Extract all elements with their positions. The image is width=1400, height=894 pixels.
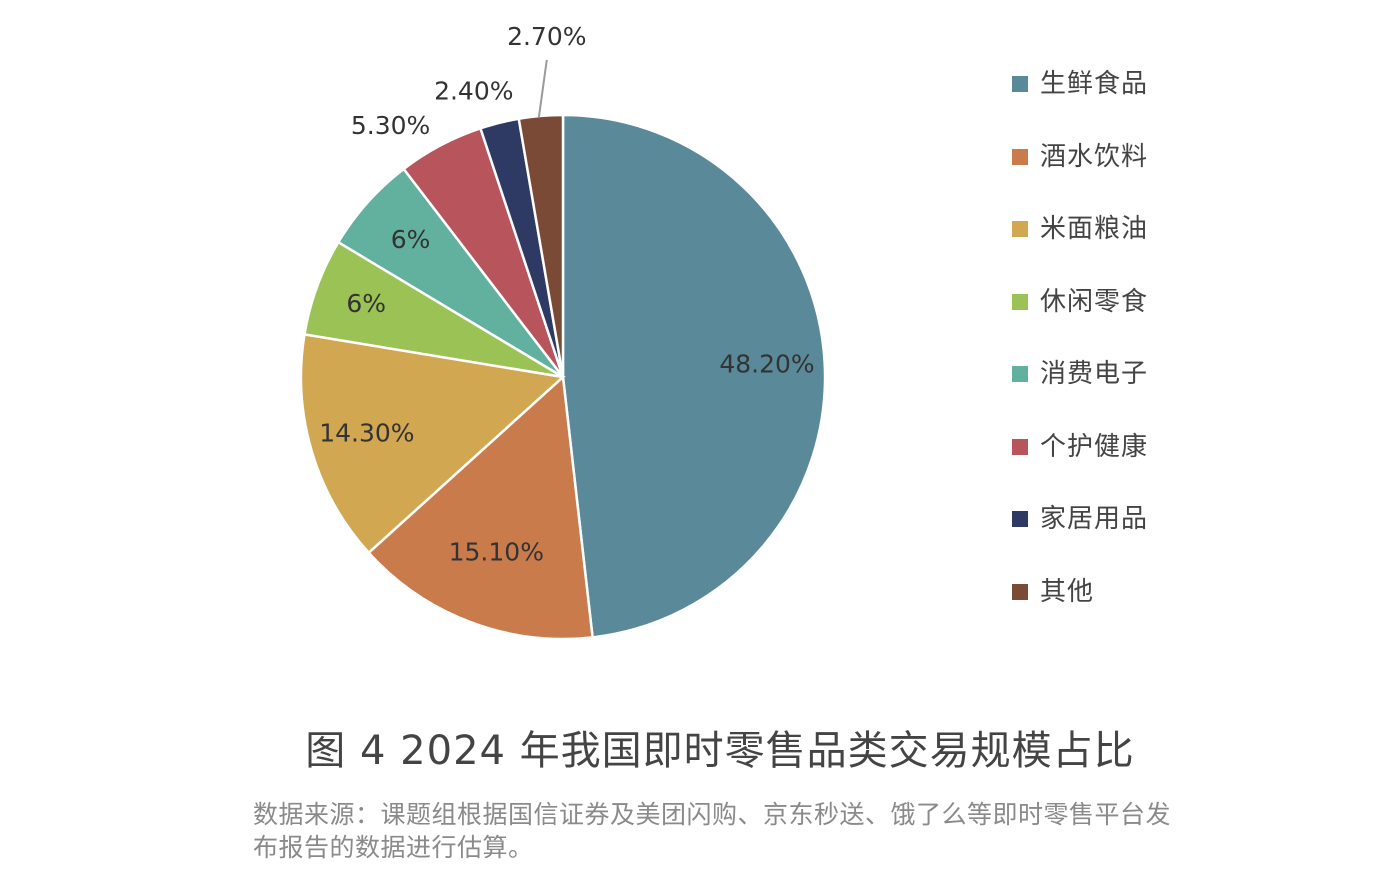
- data-label-2: 15.10%: [449, 538, 544, 567]
- legend-swatch: [1012, 148, 1028, 165]
- legend-item: 个护健康: [1012, 427, 1312, 500]
- legend-swatch: [1012, 293, 1028, 310]
- legend-label: 休闲零食: [1040, 286, 1149, 317]
- pie-slice-2: [366, 374, 594, 641]
- data-label-8: 2.70%: [507, 22, 586, 51]
- legend-swatch: [1012, 511, 1028, 527]
- chart-title: 图 4 2024 年我国即时零售品类交易规模占比: [305, 728, 1135, 774]
- legend-item: 消费电子: [1012, 354, 1312, 427]
- data-label-3: 14.30%: [319, 419, 414, 448]
- data-source-note: 数据来源：课题组根据国信证券及美团闪购、京东秒送、饿了么等即时零售平台发布报告的…: [253, 800, 1172, 862]
- legend-item: 休闲零食: [1012, 282, 1312, 355]
- legend-label: 生鲜食品: [1040, 69, 1149, 99]
- legend-label: 酒水饮料: [1040, 141, 1149, 172]
- legend-item: 家居用品: [1012, 499, 1312, 572]
- leader-line: [537, 59, 548, 119]
- data-label-5: 6%: [391, 225, 431, 254]
- pie-slice-3: [299, 332, 566, 555]
- data-label-4: 6%: [346, 289, 386, 318]
- legend-item: 米面粮油: [1012, 209, 1312, 282]
- legend-item: 酒水饮料: [1012, 137, 1312, 210]
- legend-item: 生鲜食品: [1012, 64, 1312, 137]
- legend-item: 其他: [1012, 572, 1312, 645]
- legend-swatch: [1012, 583, 1028, 600]
- legend-swatch: [1012, 438, 1028, 455]
- legend-swatch: [1012, 366, 1028, 382]
- legend-label: 米面粮油: [1040, 214, 1149, 244]
- legend: 生鲜食品酒水饮料米面粮油休闲零食消费电子个护健康家居用品其他: [1012, 64, 1312, 644]
- legend-label: 其他: [1040, 576, 1095, 607]
- pie-slice-1: [561, 113, 827, 639]
- pie-slice-8: [517, 113, 565, 378]
- legend-label: 家居用品: [1040, 504, 1149, 534]
- legend-swatch: [1012, 221, 1028, 237]
- legend-label: 消费电子: [1040, 359, 1149, 389]
- data-label-1: 48.20%: [719, 349, 814, 378]
- data-label-6: 5.30%: [351, 111, 430, 140]
- data-label-7: 2.40%: [434, 76, 513, 105]
- legend-swatch: [1012, 76, 1028, 92]
- legend-label: 个护健康: [1040, 431, 1149, 462]
